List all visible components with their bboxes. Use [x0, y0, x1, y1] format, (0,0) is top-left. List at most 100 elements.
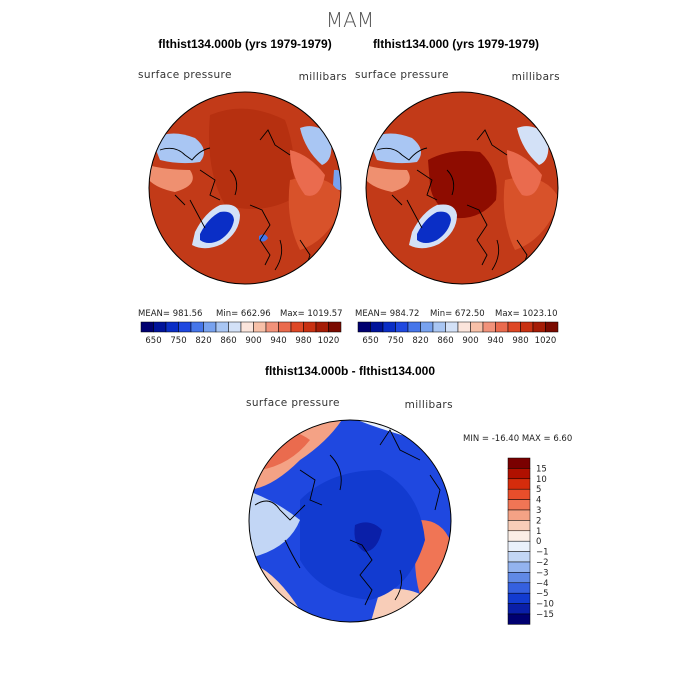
difference-colorbar-label-9: −2 [536, 558, 549, 568]
difference-colorbar-swatch-9 [507, 551, 531, 563]
panel-a-map [149, 92, 341, 284]
panel-a-colorbar-swatch-12 [290, 321, 304, 333]
panel-a-variable-label: surface pressure [138, 69, 232, 81]
panel-b-units-label: millibars [512, 71, 560, 83]
difference-colorbar-swatch-13 [507, 592, 531, 604]
difference-map-border [248, 419, 452, 623]
panel-b-colorbar-swatch-1 [370, 321, 384, 333]
difference-colorbar-swatch-12 [507, 582, 531, 594]
panel-b-atlantic-orange [507, 150, 542, 196]
difference-colorbar-label-12: −5 [536, 589, 549, 599]
panel-a-tibet-low [259, 234, 268, 242]
main-title: MAM [326, 8, 374, 32]
panel-b-colorbar-swatch-12 [507, 321, 521, 333]
panel-b-colorbar: 650 750 820 860 900 940 980 1020 [357, 321, 559, 346]
panel-b-colorbar-swatch-11 [495, 321, 509, 333]
difference-minmax: MIN = -16.40 MAX = 6.60 [463, 434, 572, 444]
panel-a-colorbar: 650 750 820 860 900 940 980 1020 [140, 321, 342, 346]
panel-a-atlantic-orange [290, 150, 325, 196]
panel-a-colorbar-label-6: 980 [295, 336, 311, 346]
panel-a: flthist134.000b (yrs 1979-1979) surface … [138, 37, 347, 346]
difference-colorbar-label-6: 1 [536, 527, 541, 537]
panel-a-colorbar-swatch-13 [303, 321, 317, 333]
panel-b-colorbar-swatch-2 [382, 321, 396, 333]
difference-colorbar-swatch-10 [507, 561, 531, 573]
difference-colorbar-label-1: 10 [536, 475, 547, 485]
panel-b-arctic-high [428, 151, 497, 219]
panel-a-field-darker [209, 108, 294, 209]
panel-b-colorbar-label-3: 860 [437, 336, 453, 346]
panel-b-atlantic-blue [517, 126, 549, 165]
panel-a-colorbar-swatch-8 [240, 321, 254, 333]
difference-colorbar-label-10: −3 [536, 568, 549, 578]
panel-b-colorbar-swatch-5 [420, 321, 434, 333]
difference-colorbar-swatch-0 [507, 457, 531, 469]
difference-colorbar-swatch-1 [507, 468, 531, 480]
panel-a-colorbar-label-4: 900 [245, 336, 261, 346]
panel-a-colorbar-swatch-6 [215, 321, 229, 333]
panel-a-colorbar-swatch-0 [140, 321, 154, 333]
difference-colorbar-swatch-7 [507, 530, 531, 542]
panel-b: flthist134.000 (yrs 1979-1979) surface p… [355, 37, 560, 346]
panel-b-greenland-low [417, 211, 451, 243]
panel-b-max: Max= 1023.10 [495, 309, 558, 319]
panel-a-colorbar-swatch-11 [278, 321, 292, 333]
panel-b-colorbar-swatch-7 [445, 321, 459, 333]
panel-b-colorbar-label-2: 820 [412, 336, 428, 346]
panel-a-colorbar-swatch-3 [178, 321, 192, 333]
difference-map [249, 420, 451, 622]
panel-b-colorbar-swatch-3 [395, 321, 409, 333]
panel-a-pacific-blue [152, 133, 204, 164]
panel-b-colorbar-swatch-4 [407, 321, 421, 333]
panel-b-colorbar-swatch-6 [432, 321, 446, 333]
difference-colorbar-label-2: 5 [536, 485, 541, 495]
panel-a-far-right-blue [333, 169, 341, 191]
panel-a-colorbar-label-5: 940 [270, 336, 286, 346]
difference-colorbar-label-5: 2 [536, 516, 541, 526]
panel-a-colorbar-swatch-10 [265, 321, 279, 333]
panel-a-colorbar-swatch-1 [153, 321, 167, 333]
difference-colorbar-swatch-3 [507, 488, 531, 500]
difference-colorbar-label-0: 15 [536, 464, 547, 474]
panel-a-pacific-orange [149, 165, 193, 192]
panel-a-colorbar-swatch-2 [165, 321, 179, 333]
panel-b-colorbar-swatch-15 [545, 321, 559, 333]
panel-a-colorbar-label-7: 1020 [318, 336, 340, 346]
panel-a-min: Min= 662.96 [216, 309, 271, 319]
difference-colorbar-swatch-14 [507, 603, 531, 615]
panel-a-greenland-low [200, 211, 234, 243]
panel-a-colorbar-label-3: 860 [220, 336, 236, 346]
panel-b-colorbar-swatch-14 [532, 321, 546, 333]
panel-b-coastlines [376, 129, 528, 271]
panel-b-colorbar-swatch-13 [520, 321, 534, 333]
difference-colorbar-label-3: 4 [536, 496, 541, 506]
panel-b-variable-label: surface pressure [355, 69, 449, 81]
panel-a-max: Max= 1019.57 [280, 309, 343, 319]
panel-b-colorbar-label-7: 1020 [535, 336, 557, 346]
panel-b-mean: MEAN= 984.72 [355, 309, 419, 319]
panel-a-colorbar-swatch-14 [315, 321, 329, 333]
difference-colorbar-label-8: −1 [536, 548, 549, 558]
panel-b-colorbar-swatch-10 [482, 321, 496, 333]
panel-a-colorbar-label-2: 820 [195, 336, 211, 346]
difference-colorbar-swatch-11 [507, 572, 531, 584]
difference-neutral-left [249, 490, 300, 560]
panel-b-colorbar-label-6: 980 [512, 336, 528, 346]
difference-units-label: millibars [405, 399, 453, 411]
panel-b-colorbar-label-0: 650 [362, 336, 378, 346]
difference-colorbar-swatch-5 [507, 509, 531, 521]
panel-b-colorbar-label-1: 750 [387, 336, 403, 346]
panel-a-colorbar-label-1: 750 [170, 336, 186, 346]
panel-b-pacific-orange [366, 165, 410, 192]
panel-b-colorbar-swatch-0 [357, 321, 371, 333]
panel-a-colorbar-swatch-9 [253, 321, 267, 333]
panel-a-title: flthist134.000b (yrs 1979-1979) [158, 37, 331, 51]
panel-b-map [366, 92, 558, 284]
panel-b-colorbar-label-5: 940 [487, 336, 503, 346]
difference-colorbar-swatch-4 [507, 499, 531, 511]
difference-colorbar-label-13: −10 [536, 600, 554, 610]
panel-a-mean: MEAN= 981.56 [138, 309, 202, 319]
panel-b-field-lighter [503, 177, 558, 250]
panel-a-colorbar-swatch-15 [328, 321, 342, 333]
